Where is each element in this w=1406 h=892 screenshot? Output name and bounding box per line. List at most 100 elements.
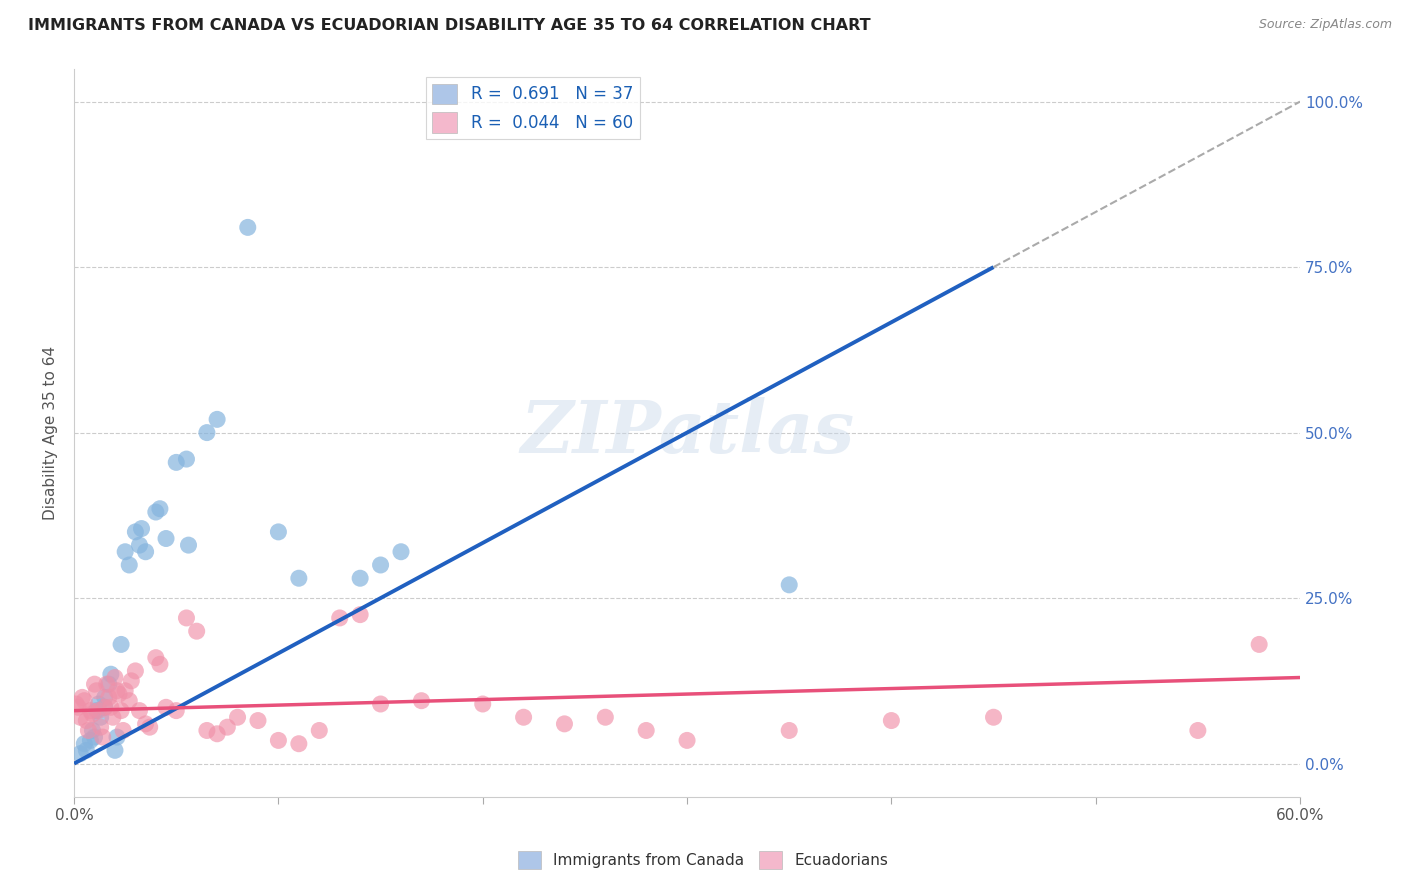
Point [880,714,903,728]
Point [155,532,177,546]
Point [370,558,392,572]
Legend: Immigrants from Canada, Ecuadorians: Immigrants from Canada, Ecuadorians [512,845,894,875]
Point [553,717,575,731]
Point [124,524,146,539]
Point [983,710,1005,724]
Point [86,683,108,698]
Point [108,687,131,701]
Point [110,637,132,651]
Point [90,710,112,724]
Point [349,571,371,585]
Point [135,717,157,731]
Point [349,607,371,622]
Point [135,545,157,559]
Point [267,524,290,539]
Point [101,710,124,724]
Point [471,697,494,711]
Point [97,677,120,691]
Point [65,697,87,711]
Point [120,673,142,688]
Point [288,571,311,585]
Point [93,700,115,714]
Point [105,730,128,744]
Point [217,720,239,734]
Point [145,505,167,519]
Y-axis label: Disability Age 35 to 64: Disability Age 35 to 64 [44,345,58,520]
Point [676,733,699,747]
Point [73,694,96,708]
Point [118,558,141,572]
Point [79,733,101,747]
Point [267,733,290,747]
Point [72,690,94,705]
Point [149,657,172,672]
Point [96,677,118,691]
Point [128,538,150,552]
Point [389,545,412,559]
Point [83,677,105,691]
Point [595,710,617,724]
Point [226,710,249,724]
Point [75,743,97,757]
Point [118,694,141,708]
Point [177,538,200,552]
Point [205,412,228,426]
Point [105,683,128,698]
Point [246,714,269,728]
Point [205,727,228,741]
Point [100,667,122,681]
Text: Source: ZipAtlas.com: Source: ZipAtlas.com [1258,18,1392,31]
Point [87,697,110,711]
Point [288,737,311,751]
Point [778,723,800,738]
Point [87,704,110,718]
Point [73,737,96,751]
Point [67,700,90,714]
Point [110,704,132,718]
Point [104,743,127,757]
Point [104,671,127,685]
Point [512,710,534,724]
Point [93,690,115,705]
Point [411,694,433,708]
Point [114,545,136,559]
Text: IMMIGRANTS FROM CANADA VS ECUADORIAN DISABILITY AGE 35 TO 64 CORRELATION CHART: IMMIGRANTS FROM CANADA VS ECUADORIAN DIS… [28,18,870,33]
Point [112,723,135,738]
Point [75,714,97,728]
Point [128,704,150,718]
Point [69,710,91,724]
Point [236,220,259,235]
Point [176,452,198,467]
Point [83,730,105,744]
Point [186,624,208,639]
Point [124,664,146,678]
Point [370,697,392,711]
Point [145,650,167,665]
Point [79,704,101,718]
Point [131,522,153,536]
Point [1187,723,1209,738]
Point [82,706,104,721]
Legend: R =  0.691   N = 37, R =  0.044   N = 60: R = 0.691 N = 37, R = 0.044 N = 60 [426,77,640,139]
Point [308,723,330,738]
Point [86,704,108,718]
Point [77,723,100,738]
Point [778,578,800,592]
Point [329,611,352,625]
Point [138,720,160,734]
Point [636,723,658,738]
Point [195,425,218,440]
Point [82,723,104,738]
Point [149,501,172,516]
Point [165,455,187,469]
Point [97,690,120,705]
Point [69,747,91,761]
Point [91,730,114,744]
Point [155,700,177,714]
Point [1249,637,1271,651]
Point [114,683,136,698]
Point [165,704,187,718]
Point [100,700,122,714]
Point [195,723,218,738]
Point [93,700,115,714]
